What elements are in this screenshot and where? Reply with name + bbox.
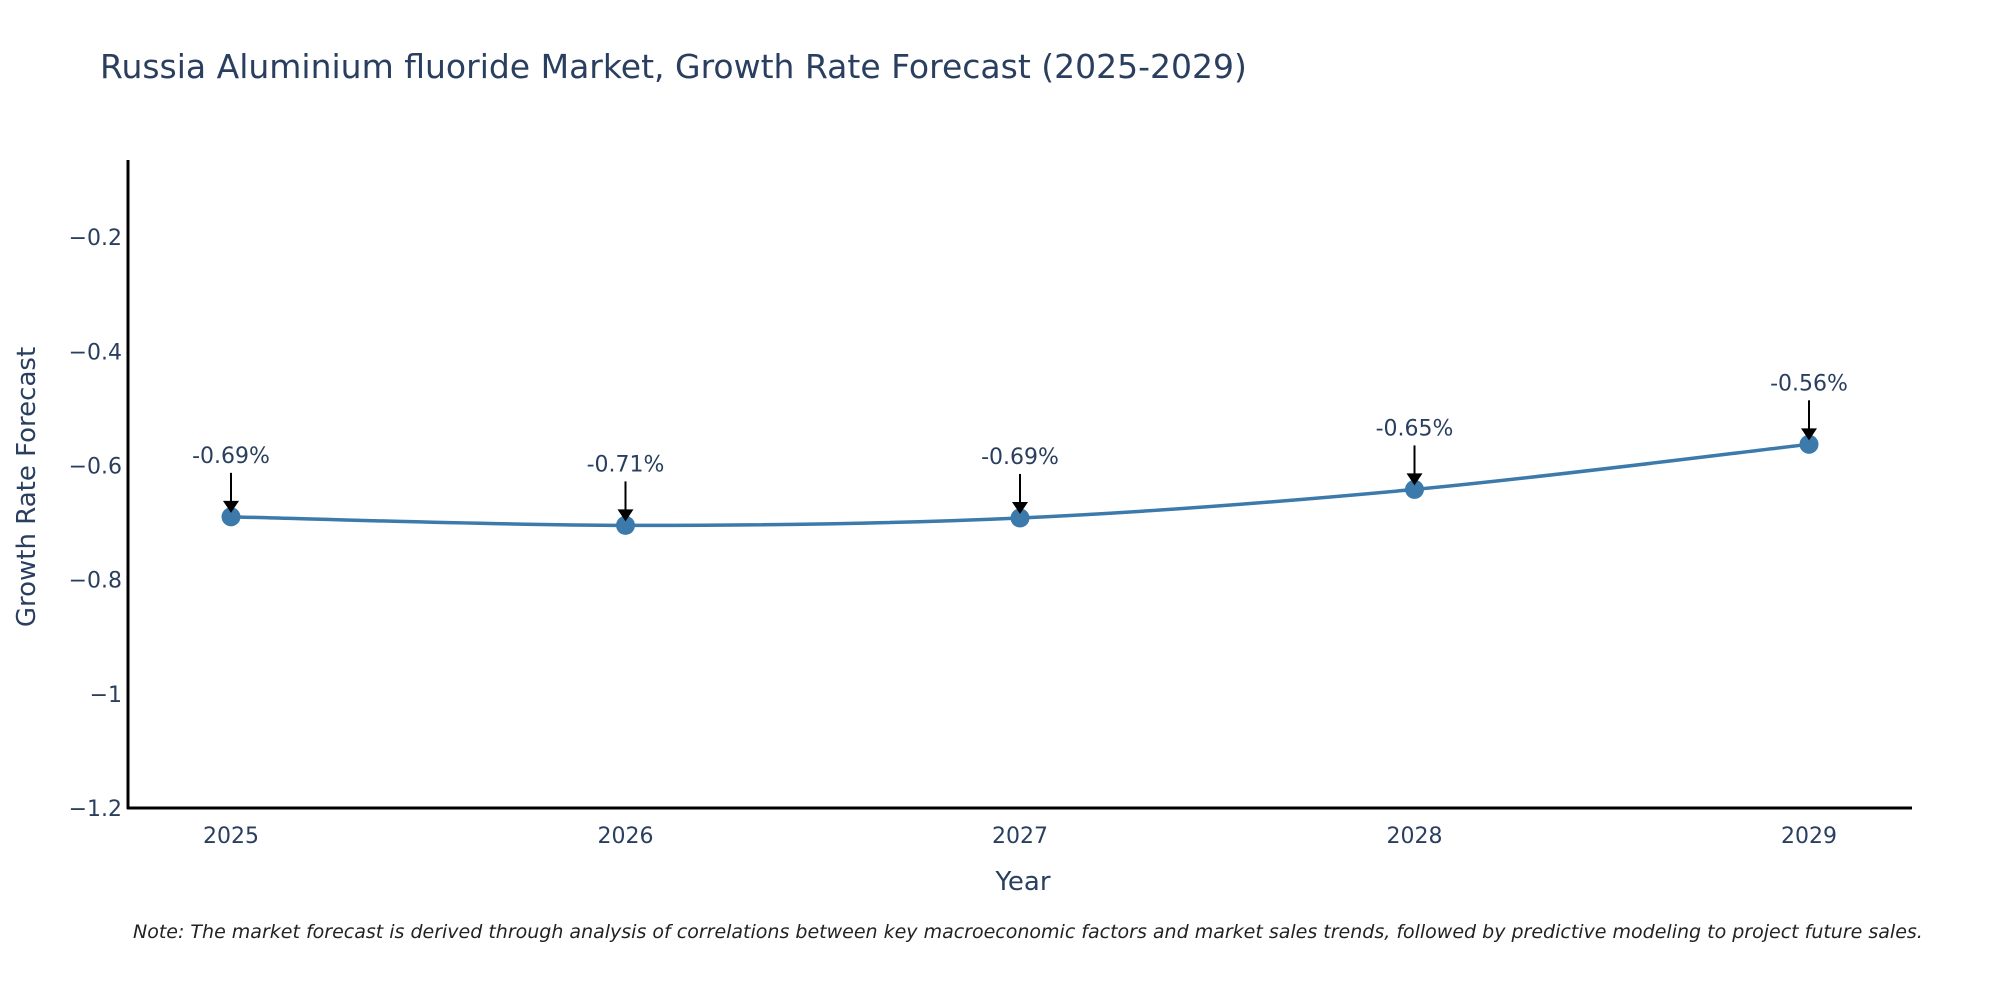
annotation-arrow-head: [1012, 501, 1028, 514]
y-tick-label: −1: [90, 683, 122, 708]
footnote: Note: The market forecast is derived thr…: [133, 921, 1923, 943]
x-tick-label: 2025: [203, 824, 259, 849]
y-tick-label: −0.4: [69, 340, 122, 365]
series-markers: [221, 434, 1819, 535]
annotation-arrow-head: [1406, 473, 1423, 486]
annotation-arrow-head: [223, 500, 239, 513]
annotation-arrow-head: [617, 509, 634, 522]
y-tick-label: −0.2: [69, 226, 122, 251]
annotation-label: -0.71%: [587, 452, 665, 477]
x-tick-label: 2028: [1387, 824, 1443, 849]
y-tick-label: −0.6: [69, 454, 122, 479]
x-axis-ticks: 2025 2026 2027 2028 2029: [203, 824, 1837, 849]
annotation-arrow-head: [1801, 428, 1817, 441]
annotation-label: -0.65%: [1376, 416, 1454, 441]
data-point-marker: [1010, 508, 1030, 528]
y-tick-label: −1.2: [69, 797, 122, 822]
annotation-label: -0.56%: [1770, 371, 1848, 396]
data-point-marker: [1405, 479, 1424, 499]
data-point-marker: [616, 515, 635, 535]
data-point-marker: [1799, 434, 1819, 454]
y-axis-ticks: −1.2 −1 −0.8 −0.6 −0.4 −0.2: [69, 226, 122, 822]
data-point-marker: [221, 507, 241, 527]
chart-title: Russia Aluminium fluoride Market, Growth…: [100, 47, 1247, 86]
annotation-label: -0.69%: [981, 445, 1059, 470]
x-tick-label: 2029: [1781, 824, 1837, 849]
y-tick-label: −0.8: [69, 569, 122, 594]
y-axis-title: Growth Rate Forecast: [12, 347, 42, 627]
x-axis-title: Year: [994, 867, 1050, 897]
annotation-label: -0.69%: [192, 444, 270, 469]
data-annotations: -0.69% -0.71% -0.69% -0.65% -0.56%: [192, 371, 1848, 522]
x-tick-label: 2027: [992, 824, 1048, 849]
x-tick-label: 2026: [598, 824, 654, 849]
